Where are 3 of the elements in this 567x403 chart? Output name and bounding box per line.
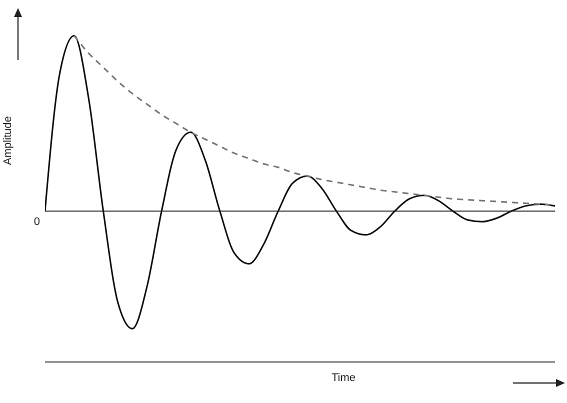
ref-line-label: 0 bbox=[34, 216, 40, 228]
y-axis-title: Amplitude bbox=[2, 116, 14, 165]
x-axis-title: Time bbox=[331, 372, 356, 384]
